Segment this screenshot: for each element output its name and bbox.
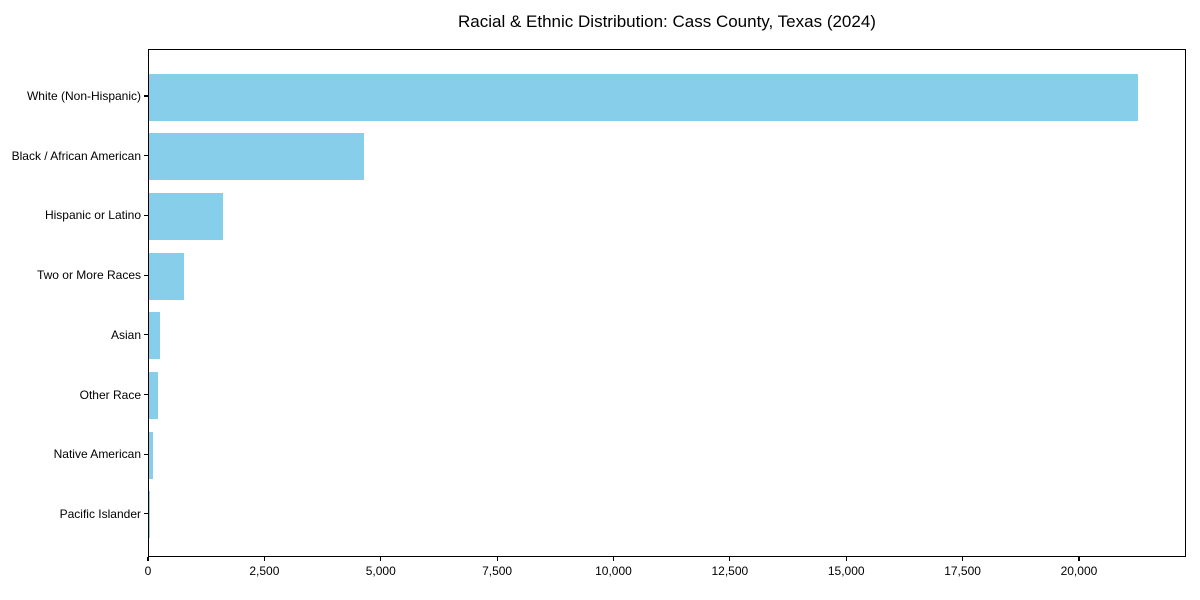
- x-tick-label-2500: 2,500: [249, 564, 280, 578]
- y-tick-mark-native-american: [144, 453, 148, 455]
- x-tick-label-12500: 12,500: [711, 564, 749, 578]
- y-tick-label-other-race: Other Race: [79, 387, 141, 402]
- y-tick-mark-black-african-american: [144, 155, 148, 157]
- x-tick-mark-17500: [961, 557, 964, 561]
- x-tick-mark-0: [147, 557, 149, 561]
- y-tick-mark-two-or-more-races: [144, 274, 148, 276]
- y-tick-label-asian: Asian: [110, 327, 141, 342]
- y-tick-mark-hispanic-or-latino: [144, 214, 148, 216]
- bar-other-race: [149, 372, 159, 419]
- y-tick-label-native-american: Native American: [53, 447, 141, 462]
- x-tick-mark-15000: [845, 557, 847, 561]
- chart-title: Racial & Ethnic Distribution: Cass Count…: [458, 12, 876, 31]
- bar-white-non-hispanic: [149, 73, 1139, 121]
- x-tick-label-20000: 20,000: [1060, 564, 1098, 578]
- x-tick-mark-5000: [380, 557, 382, 561]
- x-tick-mark-20000: [1078, 557, 1080, 561]
- y-tick-mark-other-race: [144, 393, 148, 396]
- y-tick-label-pacific-islander: Pacific Islander: [59, 506, 141, 521]
- x-tick-label-5000: 5,000: [365, 564, 396, 578]
- bar-hispanic-or-latino: [149, 192, 223, 240]
- y-tick-label-black-african-american: Black / African American: [11, 148, 141, 163]
- y-tick-mark-asian: [144, 334, 148, 336]
- x-tick-label-7500: 7,500: [482, 564, 513, 578]
- x-tick-mark-12500: [729, 557, 731, 561]
- bar-asian: [149, 312, 161, 360]
- y-tick-mark-white-non-hispanic: [144, 95, 148, 97]
- bar-native-american: [149, 431, 154, 479]
- x-tick-mark-10000: [612, 557, 615, 561]
- x-tick-label-17500: 17,500: [944, 564, 981, 578]
- x-tick-label-15000: 15,000: [827, 564, 865, 578]
- y-tick-label-two-or-more-races: Two or More Races: [36, 268, 141, 283]
- x-tick-label-0: 0: [144, 564, 152, 578]
- bar-black-african-american: [149, 133, 365, 181]
- y-tick-label-hispanic-or-latino: Hispanic or Latino: [44, 208, 141, 223]
- x-tick-mark-2500: [263, 557, 265, 561]
- plot-area: [148, 49, 1186, 557]
- x-tick-mark-7500: [496, 557, 498, 561]
- x-tick-label-10000: 10,000: [595, 564, 632, 578]
- y-tick-mark-pacific-islander: [144, 513, 148, 515]
- bar-two-or-more-races: [149, 252, 184, 300]
- y-tick-label-white-non-hispanic: White (Non-Hispanic): [26, 89, 141, 103]
